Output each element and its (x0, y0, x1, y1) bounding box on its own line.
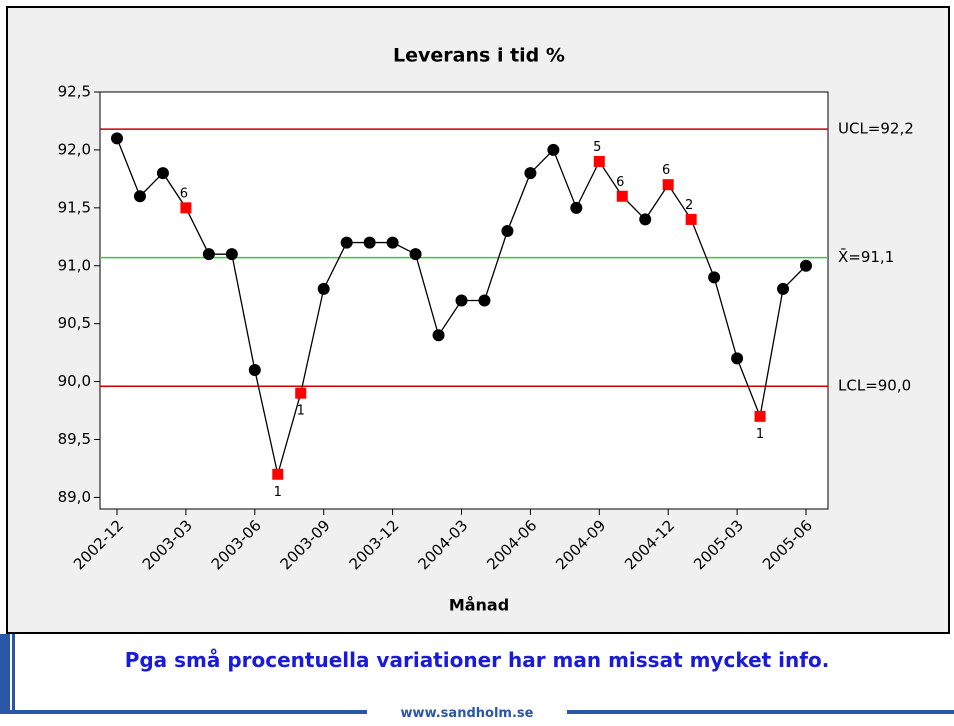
data-point (501, 225, 514, 237)
y-tick-label: 92,0 (58, 140, 91, 158)
data-point (202, 248, 215, 261)
flagged-point (685, 213, 697, 225)
flag-label: 2 (685, 198, 693, 213)
y-tick-label: 90,0 (58, 372, 91, 390)
flag-label: 1 (274, 485, 282, 500)
left-bar (0, 634, 10, 714)
control-line-label: UCL=92,2 (838, 120, 914, 138)
y-tick-label: 91,5 (58, 198, 91, 216)
footer: www.sandholm.se (367, 706, 567, 726)
data-point (570, 201, 583, 214)
flag-label: 6 (180, 186, 188, 201)
data-point (225, 248, 238, 261)
data-point (708, 271, 721, 284)
y-tick-label: 92,5 (58, 83, 91, 101)
data-point (639, 213, 652, 226)
control-line-label: X̄=91,1 (838, 247, 894, 266)
control-line-label: LCL=90,0 (838, 377, 911, 395)
data-point (317, 282, 330, 295)
data-point (547, 143, 560, 156)
flagged-point (754, 410, 766, 422)
data-point (731, 352, 744, 365)
flag-label: 6 (662, 163, 670, 178)
flagged-point (180, 202, 192, 214)
left-bar (12, 634, 15, 710)
flag-label: 6 (616, 175, 624, 190)
flagged-point (616, 190, 628, 202)
flag-label: 1 (756, 427, 764, 442)
flagged-point (593, 156, 605, 167)
data-point (409, 248, 422, 261)
chart-title: Leverans i tid % (393, 45, 565, 67)
data-point (777, 282, 790, 295)
flagged-point (272, 468, 284, 480)
data-point (340, 236, 353, 249)
data-point (800, 259, 812, 272)
data-point (386, 236, 399, 249)
flag-label: 1 (297, 404, 305, 419)
flagged-point (662, 179, 674, 191)
y-tick-label: 91,0 (58, 256, 91, 274)
data-point (248, 364, 261, 376)
data-point (455, 294, 468, 307)
data-point (156, 167, 169, 180)
data-point (524, 167, 537, 180)
x-axis-label: Månad (449, 596, 509, 615)
y-tick-label: 90,5 (58, 314, 91, 332)
data-point (363, 236, 376, 249)
chart: Leverans i tid % Månad 89,0 89,5 90,0 90,5 9… (6, 6, 950, 634)
data-point (133, 190, 146, 203)
flag-label: 5 (593, 140, 601, 155)
y-tick-label: 89,0 (58, 488, 91, 506)
data-point (111, 132, 123, 145)
caption: Pga små procentuella variationer har man… (124, 648, 830, 672)
flagged-point (295, 387, 307, 399)
data-point (432, 329, 445, 342)
y-tick-label: 89,5 (58, 430, 91, 448)
data-point (478, 294, 491, 307)
